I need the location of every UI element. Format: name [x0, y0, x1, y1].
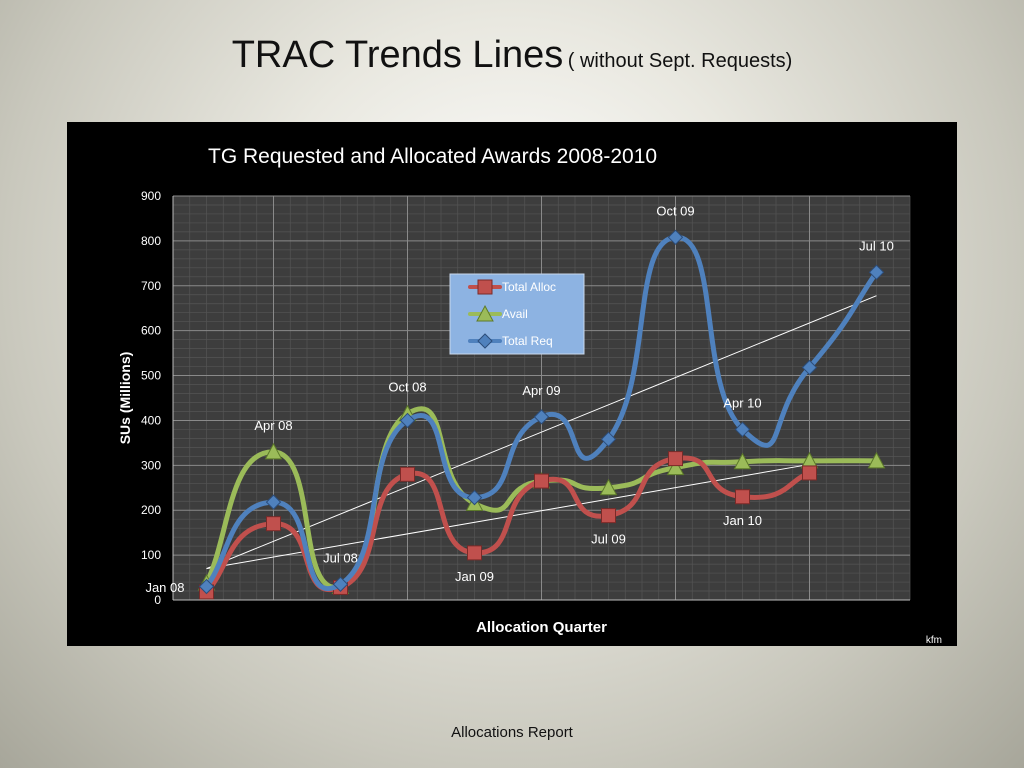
y-tick-label: 800: [141, 234, 161, 248]
point-label: Jan 08: [145, 580, 184, 595]
data-point-avail: [867, 451, 886, 469]
y-axis-title: SUs (Millions): [117, 352, 133, 445]
point-label: Jan 09: [455, 569, 494, 584]
legend-marker-avail: [476, 304, 494, 322]
data-point-total-req: [667, 229, 684, 246]
slide-title-main: TRAC Trends Lines: [231, 34, 564, 76]
data-point-total-req: [600, 431, 617, 448]
series-line-total-req: [204, 234, 879, 591]
data-point-total-alloc: [735, 489, 750, 505]
data-point-total-alloc: [601, 508, 616, 524]
data-point-total-alloc: [668, 451, 683, 467]
data-point-avail: [666, 458, 685, 476]
slide-title: TRAC Trends Lines ( without Sept. Reques…: [0, 34, 1024, 77]
legend-label-avail: Avail: [502, 307, 528, 321]
y-tick-label: 300: [141, 458, 161, 472]
data-point-avail: [733, 452, 752, 470]
data-point-total-req: [332, 576, 349, 592]
point-label: Jul 09: [591, 532, 626, 547]
point-label: Oct 09: [656, 203, 694, 218]
data-point-avail: [599, 478, 618, 496]
legend-marker-total-req: [477, 333, 493, 349]
data-point-total-req: [265, 494, 282, 510]
data-point-total-alloc: [467, 545, 482, 561]
y-tick-label: 500: [141, 369, 161, 383]
legend-label-total-req: Total Req: [502, 334, 553, 348]
y-tick-label: 200: [141, 503, 161, 517]
data-point-total-req: [466, 489, 483, 506]
y-tick-label: 400: [141, 413, 161, 427]
data-point-avail: [264, 442, 283, 460]
data-point-total-req: [533, 409, 550, 425]
y-tick-label: 600: [141, 324, 161, 338]
data-point-total-req: [868, 264, 885, 281]
data-point-total-alloc: [534, 473, 549, 489]
legend-label-total-alloc: Total Alloc: [502, 280, 556, 294]
trendline: [206, 295, 877, 570]
y-tick-label: 100: [141, 548, 161, 562]
data-point-total-alloc: [400, 466, 415, 482]
point-label: Jul 08: [323, 550, 358, 565]
x-axis-title: Allocation Quarter: [476, 619, 607, 636]
y-tick-label: 0: [154, 593, 161, 607]
slide-footer: Allocations Report: [451, 724, 573, 741]
data-point-total-alloc: [802, 465, 817, 481]
chart-panel: 0 100 200 300 400 500 600 700 800 900 Jan 08 Apr 0…: [67, 122, 957, 646]
point-label: Jan 10: [723, 513, 762, 528]
point-label: Apr 08: [254, 418, 292, 433]
chart-credit: kfm: [926, 635, 942, 646]
data-point-total-req: [734, 421, 751, 438]
legend-marker-total-alloc: [477, 279, 493, 295]
chart-title: TG Requested and Allocated Awards 2008-2…: [208, 145, 657, 168]
point-label: Jul 10: [859, 238, 894, 253]
point-label: Oct 08: [388, 380, 426, 395]
data-point-total-req: [399, 412, 416, 429]
slide-title-subtitle: ( without Sept. Requests): [567, 50, 793, 72]
data-point-total-req: [198, 578, 215, 595]
point-label: Apr 10: [723, 395, 761, 410]
data-point-total-req: [801, 359, 818, 376]
data-point-total-alloc: [266, 516, 281, 532]
point-label: Apr 09: [522, 383, 560, 398]
line-chart: 0 100 200 300 400 500 600 700 800 900 Jan 08 Apr 0…: [117, 145, 942, 646]
y-tick-label: 900: [141, 189, 161, 203]
y-tick-label: 700: [141, 279, 161, 293]
